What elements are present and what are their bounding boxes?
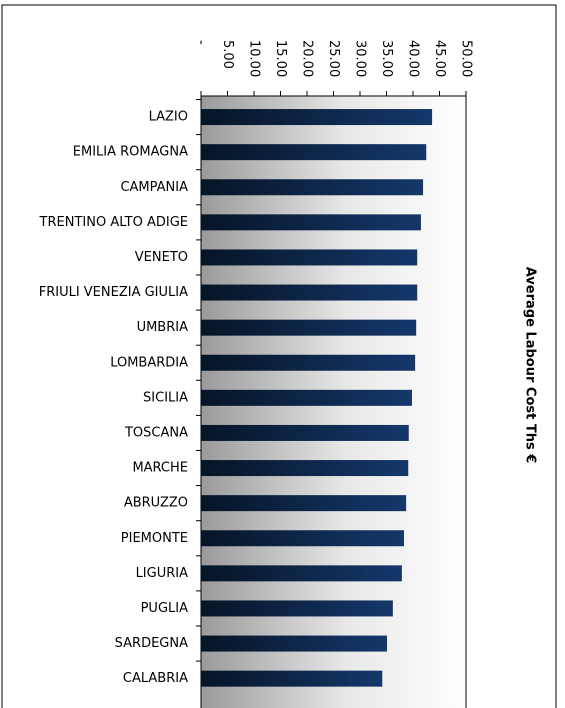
bar bbox=[201, 670, 383, 687]
bar bbox=[201, 389, 412, 406]
x-tick-label: 50.00 bbox=[459, 40, 474, 77]
y-tick-label: SICILIA bbox=[143, 390, 188, 405]
x-tick-label: 30.00 bbox=[353, 40, 368, 77]
y-tick-label: PUGLIA bbox=[141, 601, 189, 616]
bar bbox=[201, 530, 404, 547]
bar bbox=[201, 249, 418, 266]
x-tick-label: 10.00 bbox=[247, 40, 262, 77]
x-tick-label: 15.00 bbox=[273, 40, 288, 77]
bar bbox=[201, 319, 417, 336]
y-tick-label: VENETO bbox=[135, 250, 188, 265]
x-tick-label: 40.00 bbox=[406, 40, 421, 77]
bar bbox=[201, 565, 402, 582]
x-tick-label: 35.00 bbox=[379, 40, 394, 77]
y-tick-label: SARDEGNA bbox=[115, 636, 188, 651]
y-tick-label: LAZIO bbox=[149, 110, 188, 125]
x-tick-label: 20.00 bbox=[300, 40, 315, 77]
bar bbox=[201, 354, 416, 371]
y-tick-label: TRENTINO ALTO ADIGE bbox=[39, 215, 188, 230]
y-tick-label: LIGURIA bbox=[136, 566, 189, 581]
x-tick-label: - bbox=[194, 40, 209, 45]
y-tick-label: CALABRIA bbox=[123, 671, 188, 686]
bar bbox=[201, 179, 424, 196]
y-tick-label: ABRUZZO bbox=[124, 496, 188, 511]
y-tick-label: FRIULI VENEZIA GIULIA bbox=[39, 285, 188, 300]
bar bbox=[201, 109, 433, 126]
x-tick-label: 25.00 bbox=[326, 40, 341, 77]
frame bbox=[1, 4, 557, 708]
bar bbox=[201, 214, 421, 231]
axis-title: Average Labour Cost Ths € bbox=[523, 267, 538, 464]
y-tick-label: MARCHE bbox=[132, 461, 188, 476]
y-tick-label: LOMBARDIA bbox=[110, 355, 188, 370]
bar bbox=[201, 635, 388, 652]
y-tick-label: TOSCANA bbox=[124, 425, 188, 440]
bar bbox=[201, 424, 409, 441]
bar bbox=[201, 144, 427, 161]
bar bbox=[201, 460, 409, 477]
bar bbox=[201, 495, 407, 512]
y-tick-label: UMBRIA bbox=[137, 320, 189, 335]
bar bbox=[201, 600, 393, 617]
y-tick-label: CAMPANIA bbox=[120, 180, 188, 195]
x-tick-label: 45.00 bbox=[432, 40, 447, 77]
bar bbox=[201, 284, 418, 301]
y-tick-label: EMILIA ROMAGNA bbox=[73, 145, 188, 160]
y-tick-label: PIEMONTE bbox=[121, 531, 188, 546]
x-tick-label: 5.00 bbox=[220, 40, 235, 69]
